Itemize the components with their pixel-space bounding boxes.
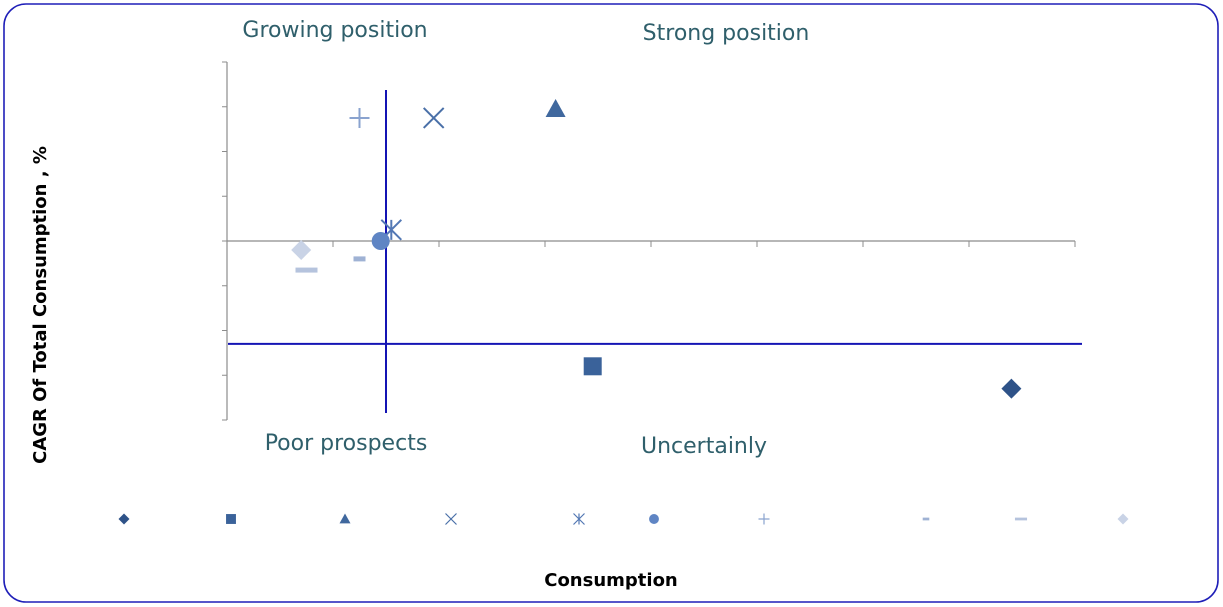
legend-marker-2 xyxy=(226,514,236,524)
data-point-7 xyxy=(349,107,370,128)
quadrant-dividers xyxy=(228,90,1082,413)
legend-marker-9 xyxy=(1014,517,1028,521)
data-point-6 xyxy=(371,232,390,250)
quadrant-label-bottom-right: Uncertainly xyxy=(641,434,767,459)
data-point-9 xyxy=(295,267,318,273)
legend-marker-4 xyxy=(445,513,457,525)
quadrant-label-bottom-left: Poor prospects xyxy=(265,431,428,456)
legend-marker-3 xyxy=(339,513,351,524)
legend-marker-7 xyxy=(758,513,770,525)
x-axis-title: Consumption xyxy=(544,570,678,591)
y-axis-title: CAGR Of Total Consumption , % xyxy=(30,146,51,464)
quadrant-label-top-left: Growing position xyxy=(242,18,427,43)
data-point-10 xyxy=(291,239,312,260)
legend-marker-1 xyxy=(118,513,130,525)
data-point-2 xyxy=(583,357,602,376)
axes xyxy=(222,61,1076,421)
legend-marker-5 xyxy=(573,513,585,525)
data-points xyxy=(291,98,1022,399)
legend xyxy=(118,513,1129,525)
legend-marker-6 xyxy=(649,514,659,524)
legend-marker-8 xyxy=(922,517,930,521)
data-point-3 xyxy=(545,98,566,117)
data-point-1 xyxy=(1001,378,1022,399)
data-point-4 xyxy=(422,107,445,129)
chart-frame xyxy=(3,3,1219,603)
quadrant-label-top-right: Strong position xyxy=(643,21,810,46)
data-point-8 xyxy=(353,256,366,262)
legend-marker-10 xyxy=(1117,513,1129,525)
